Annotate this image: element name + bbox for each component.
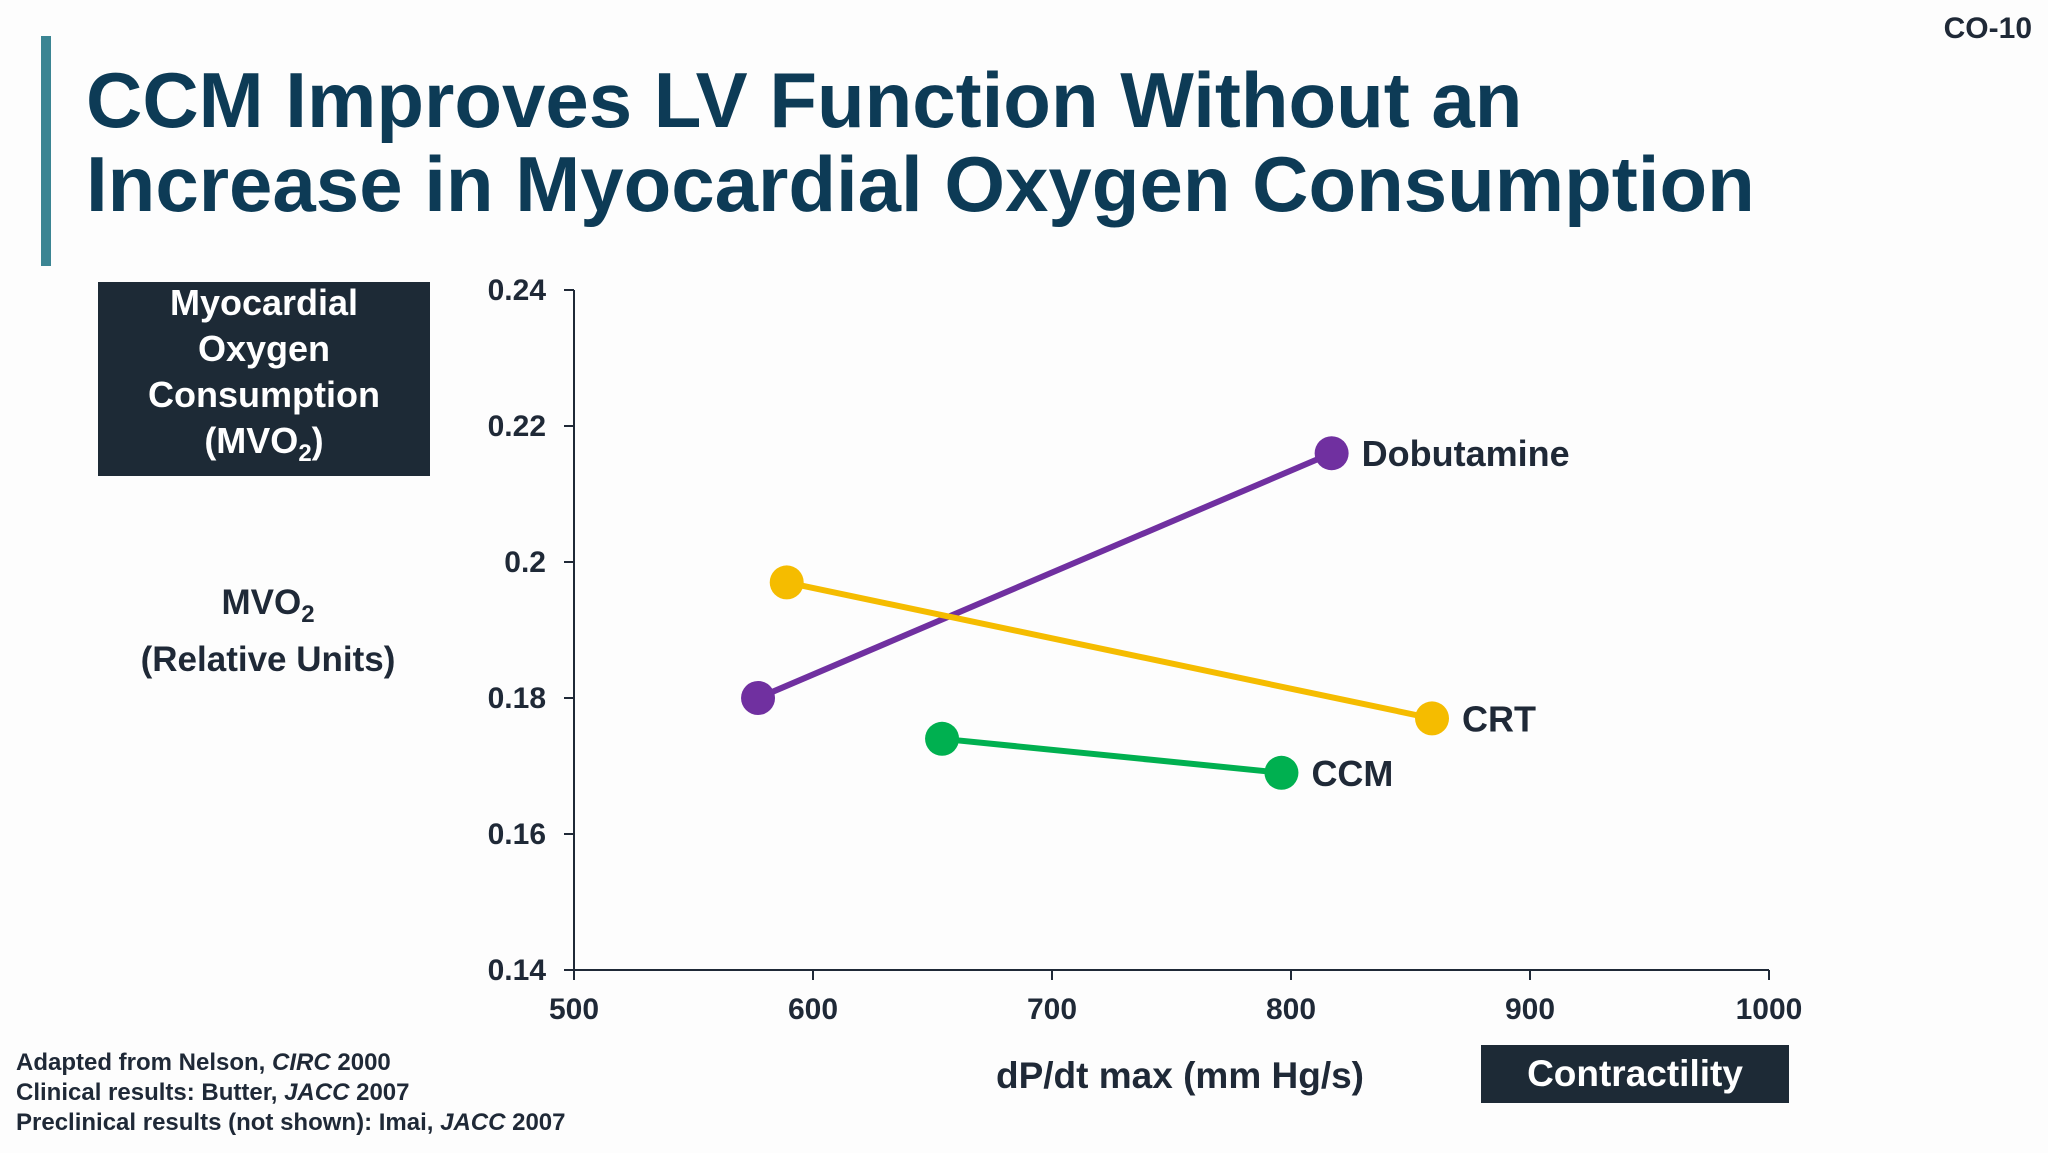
mvo-box-suffix: ) (311, 420, 324, 462)
reference-1-journal: CIRC (272, 1049, 331, 1076)
y-axis-label-subscript: 2 (301, 601, 315, 628)
mvo-box-line-3: Consumption (148, 374, 380, 416)
x-tick-label: 500 (549, 993, 599, 1026)
reference-1-year: 2000 (330, 1049, 391, 1076)
mvo-box-line-1: Myocardial (169, 282, 359, 324)
x-tick-label: 1000 (1736, 993, 1803, 1026)
data-point-crt (769, 565, 804, 600)
reference-2-text: Clinical results: Butter, (16, 1079, 285, 1106)
data-point-dobutamine (741, 681, 776, 715)
y-axis-label-line-2: (Relative Units) (140, 640, 396, 679)
reference-1-text: Adapted from Nelson, (16, 1049, 273, 1076)
y-axis-label-prefix: MVO (221, 583, 302, 622)
series-label-dobutamine: Dobutamine (1362, 433, 1570, 474)
reference-2-journal: JACC (284, 1079, 350, 1106)
title-line-1: CCM Improves LV Function Without an (86, 56, 1523, 144)
reference-2-year: 2007 (349, 1079, 410, 1106)
y-tick-label: 0.16 (488, 818, 546, 851)
y-tick-label: 0.18 (488, 682, 546, 715)
mvo-callout-box: Myocardial Oxygen Consumption (MVO2) (98, 282, 430, 476)
x-tick-label: 600 (788, 993, 838, 1026)
series-line-dobutamine (756, 450, 1333, 701)
x-tick-label: 800 (1266, 993, 1316, 1026)
data-point-ccm (1264, 755, 1299, 790)
contractility-callout-box: Contractility (1481, 1045, 1789, 1103)
data-point-crt (1415, 701, 1450, 736)
y-tick-label: 0.24 (488, 274, 547, 307)
data-point-dobutamine (1314, 436, 1349, 471)
reference-line-3: Preclinical results (not shown): Imai, J… (16, 1108, 566, 1138)
series-line-crt (786, 579, 1433, 722)
mvo-box-line-2: Oxygen (197, 328, 331, 370)
mvo-box-prefix: (MVO (204, 420, 299, 462)
series-label-ccm: CCM (1311, 753, 1393, 794)
title-line-2: Increase in Myocardial Oxygen Consumptio… (86, 140, 1755, 228)
y-axis-label-line-1: MVO2 (98, 580, 438, 637)
slide-number: CO-10 (1943, 12, 2032, 45)
y-axis-label: MVO2 (Relative Units) (98, 580, 438, 682)
x-tick-label: 900 (1505, 993, 1555, 1026)
reference-line-1: Adapted from Nelson, CIRC 2000 (16, 1048, 566, 1078)
y-tick-label: 0.2 (504, 546, 546, 579)
reference-3-journal: JACC (440, 1109, 506, 1136)
reference-3-text: Preclinical results (not shown): Imai, (16, 1109, 441, 1136)
reference-line-2: Clinical results: Butter, JACC 2007 (16, 1078, 566, 1108)
data-point-ccm (925, 721, 960, 756)
mvo-box-subscript: 2 (298, 440, 312, 468)
y-tick-label: 0.14 (488, 954, 547, 987)
reference-3-year: 2007 (505, 1109, 566, 1136)
references: Adapted from Nelson, CIRC 2000 Clinical … (16, 1048, 566, 1138)
y-tick-label: 0.22 (488, 410, 546, 443)
title-accent-bar (41, 36, 51, 266)
x-axis-label: dP/dt max (mm Hg/s) (996, 1055, 1364, 1096)
slide-title: CCM Improves LV Function Without an Incr… (86, 58, 1986, 226)
x-tick-label: 700 (1027, 993, 1077, 1026)
mvo-box-line-4: (MVO2) (204, 418, 323, 477)
series-line-ccm (941, 735, 1282, 776)
series-label-crt: CRT (1462, 698, 1536, 739)
